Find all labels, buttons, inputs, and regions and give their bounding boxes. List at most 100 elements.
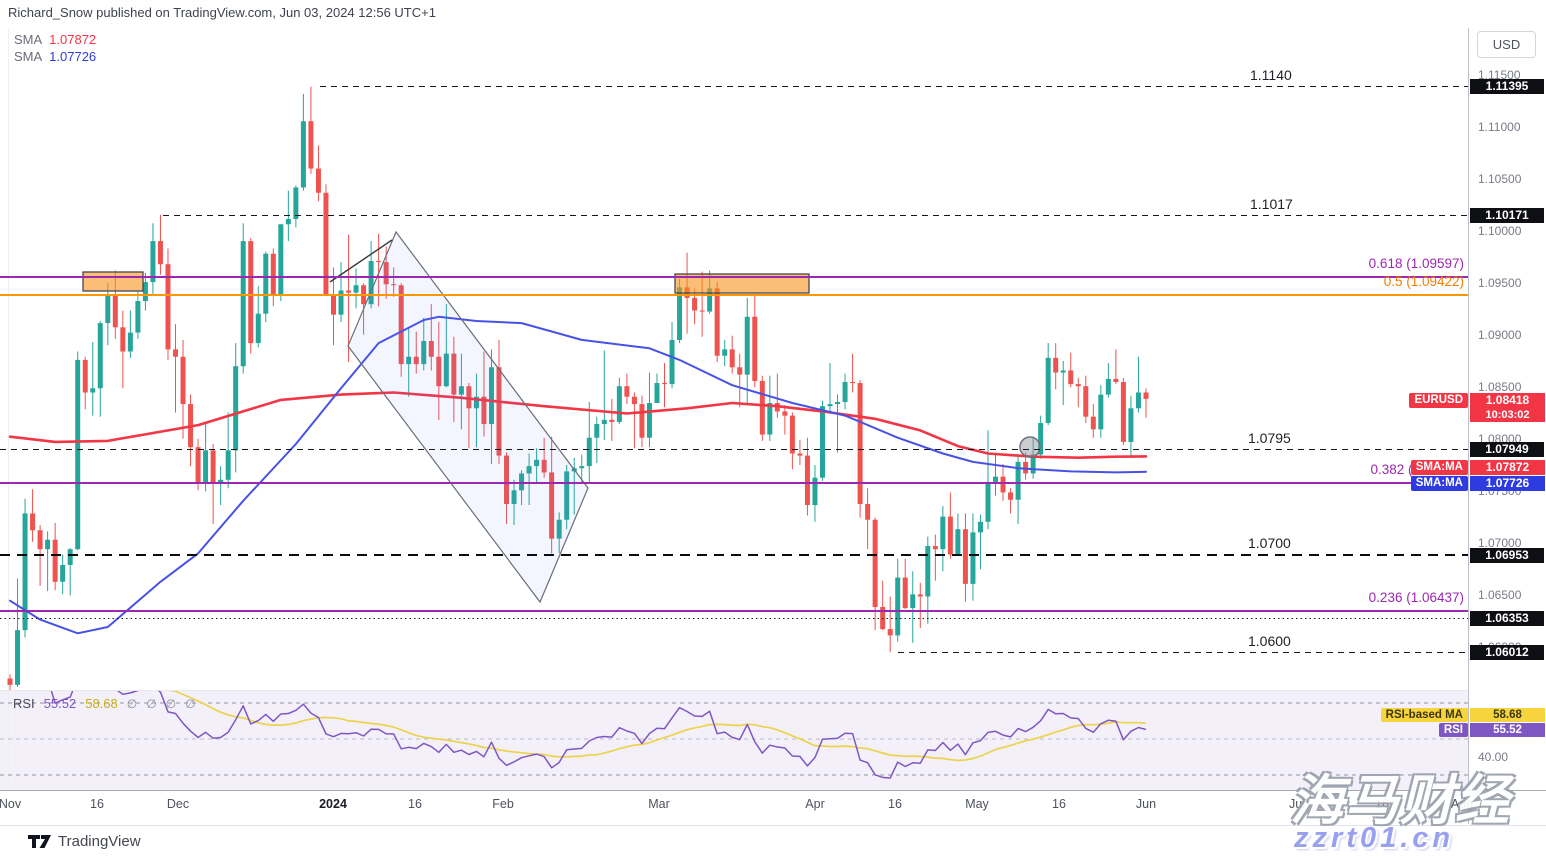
time-axis-border <box>0 790 1546 791</box>
candle-body <box>601 419 607 425</box>
watermark-cjk: 海马财经 <box>1290 771 1510 831</box>
candle-body <box>662 383 668 385</box>
sma-red-axis-tag[interactable]: SMA:MA <box>1410 460 1468 475</box>
rsi-pane[interactable] <box>0 691 1468 790</box>
marker-circle[interactable] <box>1019 436 1041 458</box>
rsi-title: RSI <box>13 696 35 711</box>
time-axis-tick: May <box>965 797 989 811</box>
pane-separator[interactable] <box>0 690 1468 691</box>
level-line[interactable] <box>0 618 1468 619</box>
candle-body <box>970 532 976 584</box>
candle-body <box>15 630 21 685</box>
main-chart-pane[interactable] <box>0 28 1468 690</box>
bottom-toolbar: TradingView <box>0 825 1546 857</box>
candle-body <box>1113 378 1119 382</box>
sma-legend-row-red[interactable]: SMA 1.07872 <box>14 31 96 48</box>
candle-body <box>443 353 449 387</box>
descending-channel[interactable] <box>347 230 589 604</box>
rsi-ma-axis-tag[interactable]: RSI-based MA <box>1380 708 1468 722</box>
time-axis-tick: Aug <box>1450 797 1474 811</box>
rsi-toggle-visibility-icon[interactable]: ∅ <box>126 696 138 711</box>
candle-body <box>1053 357 1059 373</box>
sma-slow-line <box>8 391 1148 460</box>
candle-body <box>97 323 103 389</box>
candle-body <box>30 513 36 531</box>
level-line[interactable] <box>163 215 1468 216</box>
sma-legend-row-blue[interactable]: SMA 1.07726 <box>14 48 96 65</box>
candle-body <box>1038 423 1044 455</box>
candle-body <box>323 192 329 295</box>
price-axis-border <box>1468 28 1469 824</box>
candle-body <box>1030 454 1036 474</box>
level-line[interactable] <box>0 482 1468 484</box>
level-line[interactable] <box>320 86 1468 87</box>
candle-body <box>744 316 750 375</box>
brand-name[interactable]: TradingView <box>58 833 141 850</box>
level-line[interactable] <box>0 610 1468 612</box>
rsi-settings-icon[interactable]: ∅ <box>146 696 157 711</box>
candle-body <box>631 396 637 405</box>
time-axis-tick: 16 <box>888 797 902 811</box>
symbol-price-tag[interactable]: EURUSD <box>1409 393 1468 408</box>
sma-label: SMA <box>14 32 43 47</box>
candle-body <box>804 455 810 506</box>
plot-left-border <box>8 28 9 790</box>
rsi-axis-tag[interactable]: RSI <box>1438 723 1468 737</box>
candle-body <box>752 316 758 381</box>
candle-body <box>526 466 532 474</box>
trendline[interactable] <box>329 239 393 283</box>
candle-body <box>90 388 96 393</box>
candle-body <box>586 437 592 467</box>
candle-body <box>37 530 43 550</box>
candle-body <box>233 366 239 451</box>
candle-body <box>677 287 683 340</box>
sma-red-axis-value: 1.07872 <box>1470 460 1545 475</box>
tradingview-logo-icon[interactable] <box>28 833 52 849</box>
candle-body <box>902 577 908 609</box>
candle-body <box>759 380 765 435</box>
rsi-delete-icon[interactable]: ∅ <box>165 696 177 711</box>
sma-blue-axis-tag[interactable]: SMA:MA <box>1410 476 1468 491</box>
time-axis-tick: 16 <box>90 797 104 811</box>
rsi-more-icon[interactable]: ∅ <box>185 696 196 711</box>
candle-body <box>707 288 713 312</box>
currency-button[interactable]: USD <box>1477 31 1536 58</box>
supply-zone-rectangle[interactable] <box>82 271 144 292</box>
candle-body <box>850 381 856 384</box>
candle-body <box>203 450 209 483</box>
time-axis-tick: Nov <box>0 797 22 811</box>
level-label: 0.236 (1.06437) <box>1368 590 1464 605</box>
candle-body <box>496 367 502 456</box>
sma-red-value: 1.07872 <box>49 32 97 47</box>
level-line[interactable] <box>0 449 1468 450</box>
candle-body <box>1060 370 1066 373</box>
candle-body <box>406 356 412 365</box>
sma-fast-line <box>9 315 1147 635</box>
candle-body <box>248 241 254 344</box>
candle-body <box>624 386 630 397</box>
candle-body <box>955 529 961 555</box>
candlestick-series <box>7 86 1149 690</box>
candle-body <box>1015 461 1021 500</box>
candle-body <box>962 529 968 584</box>
level-label: 1.1017 <box>1250 196 1293 212</box>
candle-body <box>925 546 931 597</box>
candle-body <box>669 339 675 385</box>
candle-body <box>421 340 427 365</box>
supply-zone-rectangle[interactable] <box>674 273 810 294</box>
time-axis-tick: Apr <box>805 797 825 811</box>
candle-body <box>398 285 404 365</box>
price-axis-mark: 1.06012 <box>1470 644 1544 660</box>
price-axis-tick: 1.09000 <box>1478 328 1522 342</box>
level-line[interactable] <box>0 294 1468 296</box>
rsi-ma-axis-value: 58.68 <box>1470 708 1545 722</box>
candle-body <box>60 564 66 582</box>
rsi-line <box>50 691 1147 779</box>
candle-body <box>910 594 916 609</box>
level-line[interactable] <box>0 276 1468 278</box>
level-line[interactable] <box>898 652 1468 653</box>
candle-body <box>300 121 306 188</box>
candle-body <box>195 447 201 483</box>
candle-body <box>338 290 344 315</box>
level-line[interactable] <box>0 554 1468 556</box>
